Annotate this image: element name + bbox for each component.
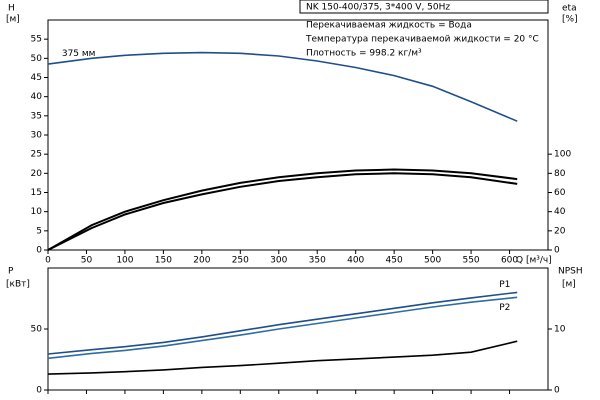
series-line [47, 168, 518, 251]
x-tick-label: 450 [386, 256, 403, 266]
series-line [47, 296, 518, 360]
y2-tick-label: 80 [554, 169, 566, 179]
x-tick-label: 200 [193, 256, 210, 266]
y-tick-label: 50 [31, 54, 43, 64]
y-axis-unit: [кВт] [6, 280, 30, 290]
y2-axis-label: eta [562, 4, 577, 14]
y-tick-label: 50 [31, 325, 43, 335]
chart-title: NK 150-400/375, 3*400 V, 50Hz [306, 3, 450, 13]
x-tick-label: 500 [424, 256, 441, 266]
y2-tick-label: 0 [554, 386, 560, 396]
y2-axis-unit: [%] [562, 15, 578, 25]
x-tick-label: 600 [501, 256, 518, 266]
y2-axis-unit: [м] [562, 280, 576, 290]
series-label: P1 [499, 280, 510, 290]
y-tick-label: 5 [36, 226, 42, 236]
y-tick-label: 25 [31, 150, 42, 160]
y-tick-label: 15 [31, 188, 42, 198]
y-tick-label: 30 [31, 131, 43, 141]
x-tick-label: 400 [347, 256, 364, 266]
y2-tick-label: 10 [554, 325, 566, 335]
y2-tick-label: 100 [554, 150, 571, 160]
y-tick-label: 35 [31, 111, 42, 121]
series-line [47, 51, 518, 122]
y2-tick-label: 60 [554, 188, 566, 198]
y2-tick-label: 40 [554, 207, 566, 217]
y-tick-label: 40 [31, 92, 43, 102]
y-tick-label: 20 [31, 169, 43, 179]
series-line [47, 291, 518, 355]
y-tick-label: 45 [31, 73, 42, 83]
y-tick-label: 0 [36, 386, 42, 396]
y-tick-label: 10 [31, 207, 43, 217]
series-line [47, 340, 518, 375]
x-tick-label: 300 [270, 256, 287, 266]
x-tick-label: 0 [45, 256, 51, 266]
series-label: P2 [499, 303, 510, 313]
series-label: 375 мм [62, 49, 96, 59]
y2-axis-label: NPSH [558, 267, 583, 277]
x-tick-label: 550 [462, 256, 479, 266]
y-axis-unit: [м] [6, 15, 20, 25]
x-axis-label: Q [м³/ч] [516, 256, 552, 266]
y-axis-label: P [8, 267, 14, 277]
y-tick-label: 0 [36, 246, 42, 256]
x-tick-label: 250 [232, 256, 249, 266]
y2-tick-label: 20 [554, 226, 566, 236]
x-tick-label: 350 [309, 256, 326, 266]
y-axis-label: H [8, 4, 15, 14]
title-box [299, 0, 549, 14]
series-line [47, 172, 518, 251]
y2-tick-label: 0 [554, 246, 560, 256]
x-tick-label: 50 [81, 256, 93, 266]
x-tick-label: 100 [116, 256, 133, 266]
x-tick-label: 150 [155, 256, 172, 266]
y-tick-label: 55 [31, 35, 42, 45]
annotation: Температура перекачиваемой жидкости = 20… [305, 35, 539, 45]
annotation: Перекачиваемая жидкость = Вода [306, 21, 472, 31]
annotation: Плотность = 998.2 кг/м³ [306, 49, 422, 59]
